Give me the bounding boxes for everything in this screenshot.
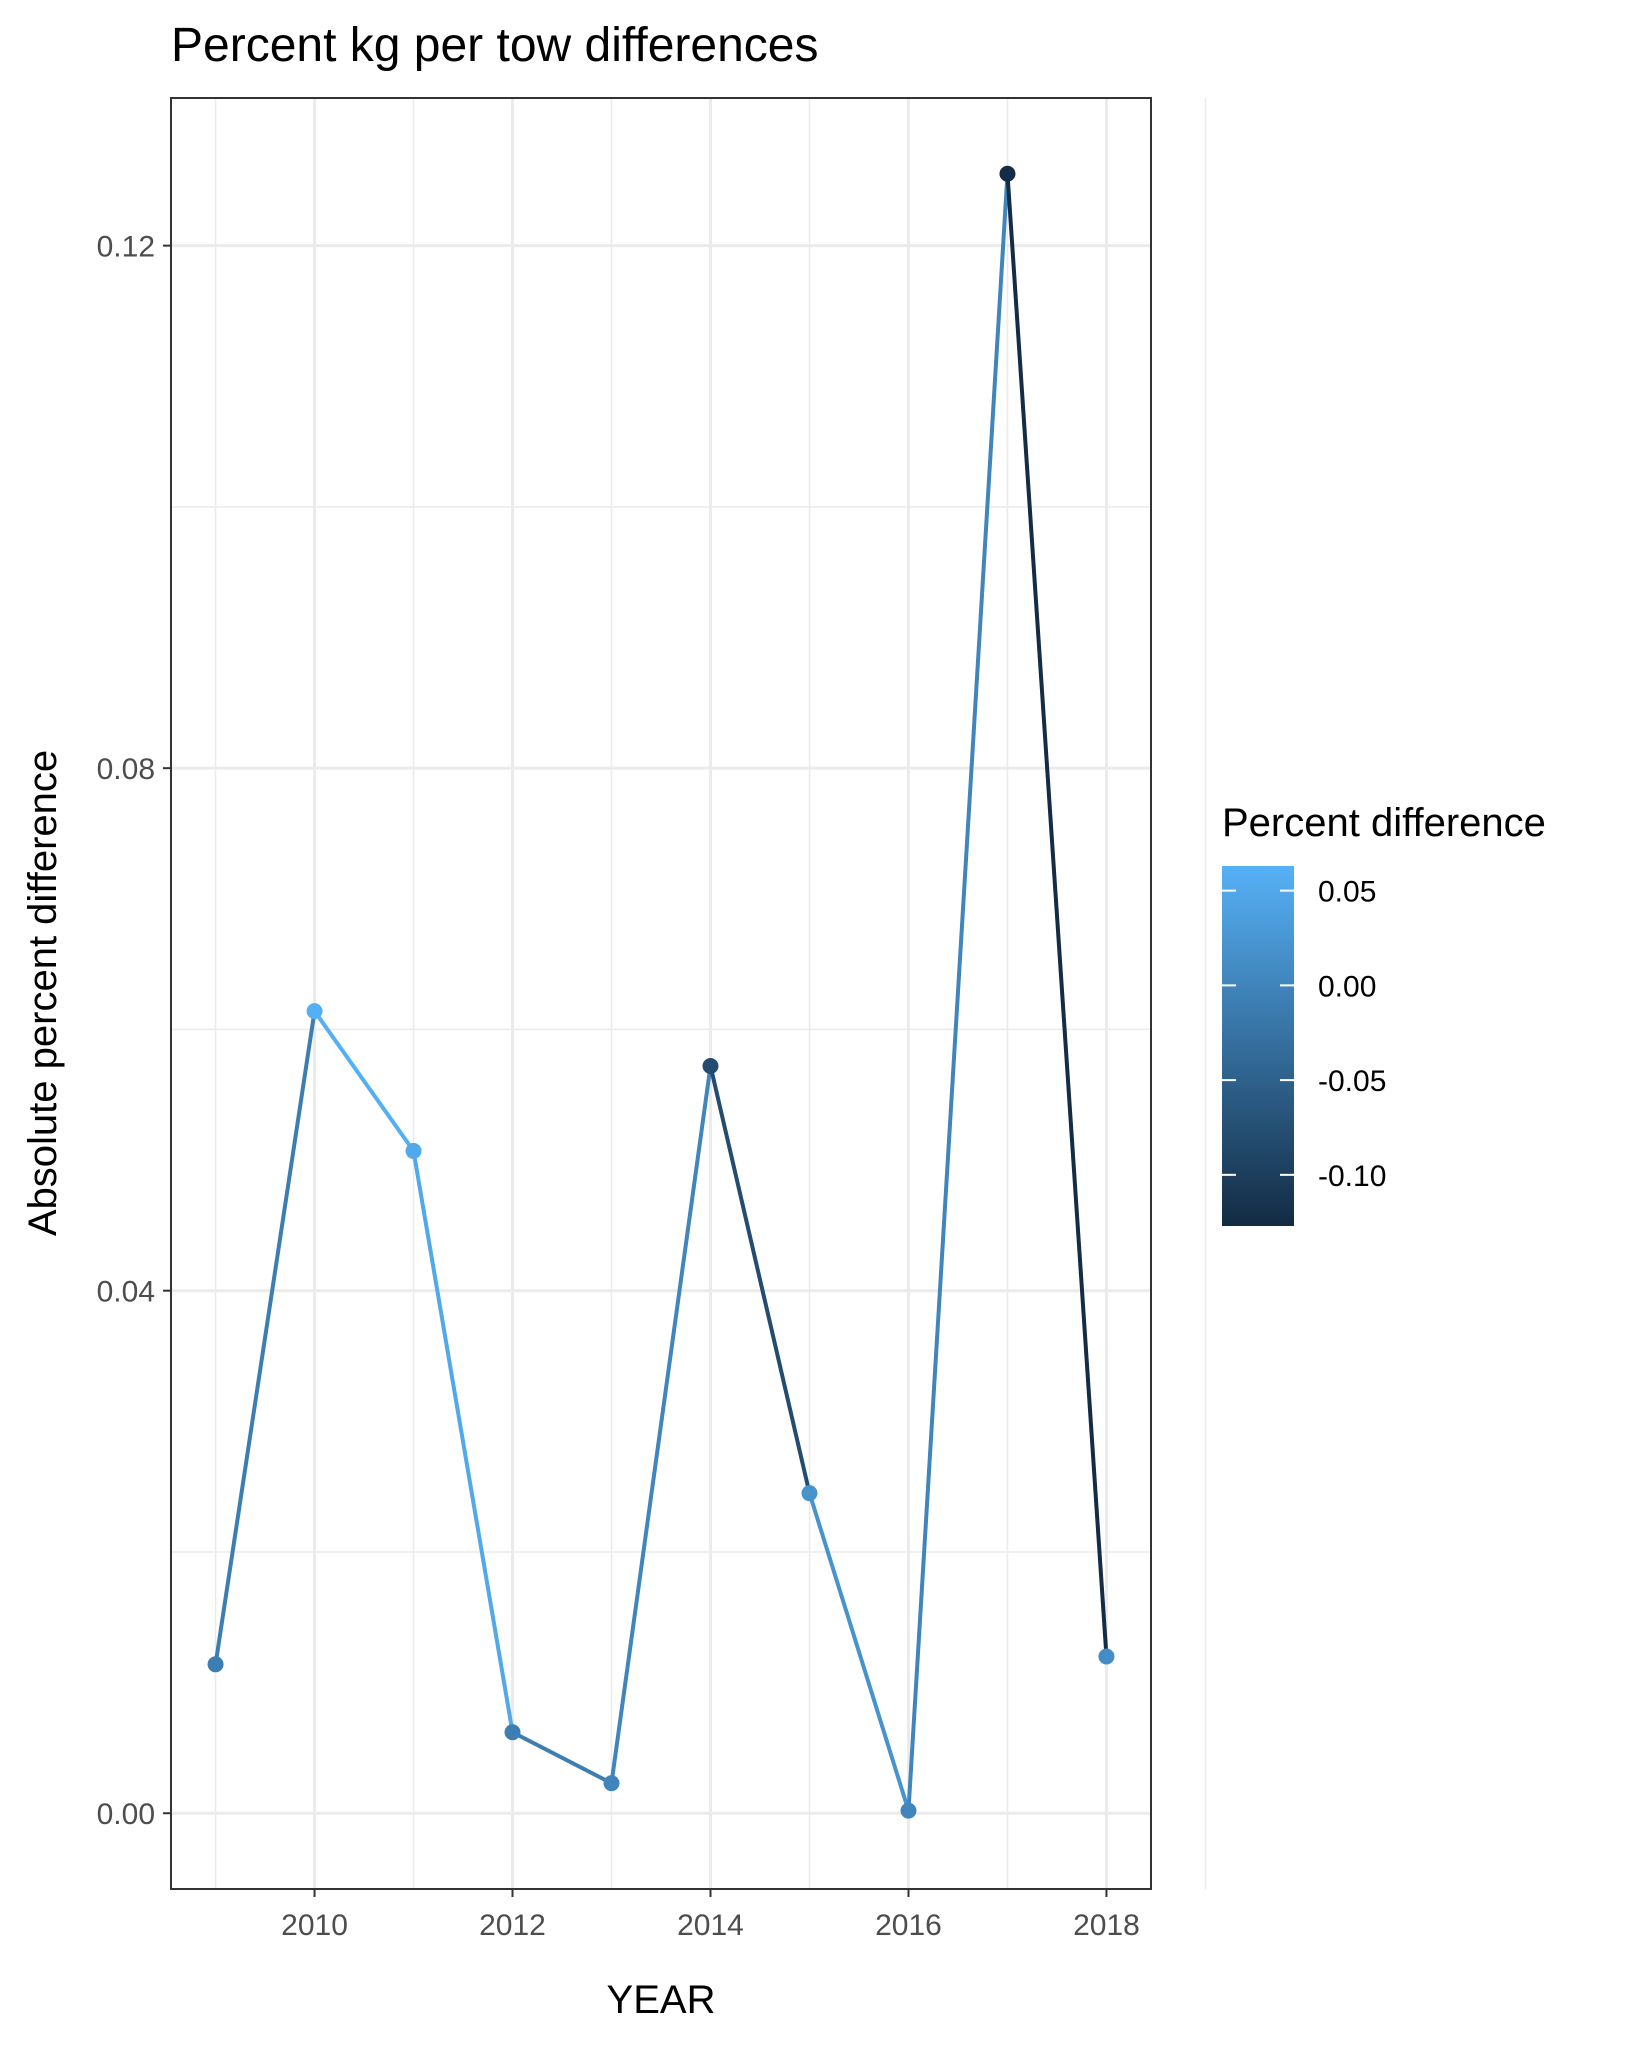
data-point — [1098, 1648, 1115, 1665]
x-tick-label: 2010 — [281, 1909, 348, 1942]
data-point — [603, 1775, 620, 1792]
legend-tick-label: -0.05 — [1318, 1065, 1386, 1098]
chart-title: Percent kg per tow differences — [171, 19, 818, 72]
data-point — [900, 1802, 917, 1819]
plot-background — [171, 98, 1151, 1889]
data-point — [207, 1656, 224, 1673]
data-point — [504, 1724, 521, 1741]
x-tick-label: 2014 — [677, 1909, 744, 1942]
line-segment — [708, 1064, 812, 1496]
data-point — [306, 1003, 323, 1020]
y-tick-label: 0.04 — [97, 1276, 155, 1309]
x-tick-label: 2016 — [875, 1909, 942, 1942]
line-segment — [906, 171, 1010, 1813]
y-tick-label: 0.08 — [97, 753, 155, 786]
data-series — [207, 165, 1115, 1819]
data-point — [999, 165, 1016, 182]
plot-border — [170, 97, 1152, 1890]
x-axis-title: YEAR — [607, 1978, 716, 2022]
line-segment — [510, 1730, 614, 1786]
y-tick-label: 0.12 — [97, 231, 155, 264]
y-tick-label: 0.00 — [97, 1798, 155, 1831]
legend-tick-label: -0.10 — [1318, 1160, 1386, 1193]
line-segment — [312, 1009, 416, 1153]
legend-ticks: 0.05 0.00 -0.05 -0.10 — [1222, 876, 1386, 1193]
data-point — [405, 1142, 422, 1159]
x-tick-label: 2012 — [479, 1909, 546, 1942]
legend-title: Percent difference — [1222, 801, 1546, 845]
legend: Percent difference 0.05 0.00 -0.05 -0.10 — [1222, 801, 1546, 1226]
x-tick-label: 2018 — [1073, 1909, 1140, 1942]
data-point — [702, 1058, 719, 1075]
line-segment — [1005, 171, 1109, 1659]
line-segment — [807, 1491, 911, 1813]
data-point — [801, 1485, 818, 1502]
legend-tick-label: 0.00 — [1318, 970, 1376, 1003]
line-segment — [609, 1064, 713, 1786]
line-segment — [411, 1148, 515, 1735]
legend-tick-label: 0.05 — [1318, 876, 1376, 909]
legend-colorbar — [1222, 866, 1294, 1226]
gridlines — [171, 98, 1207, 1889]
y-axis-title: Absolute percent difference — [21, 750, 65, 1236]
line-segment — [213, 1009, 317, 1667]
axes: 2010 2012 2014 2016 2018 0.00 0.04 0.08 0.12 — [97, 231, 1140, 1942]
